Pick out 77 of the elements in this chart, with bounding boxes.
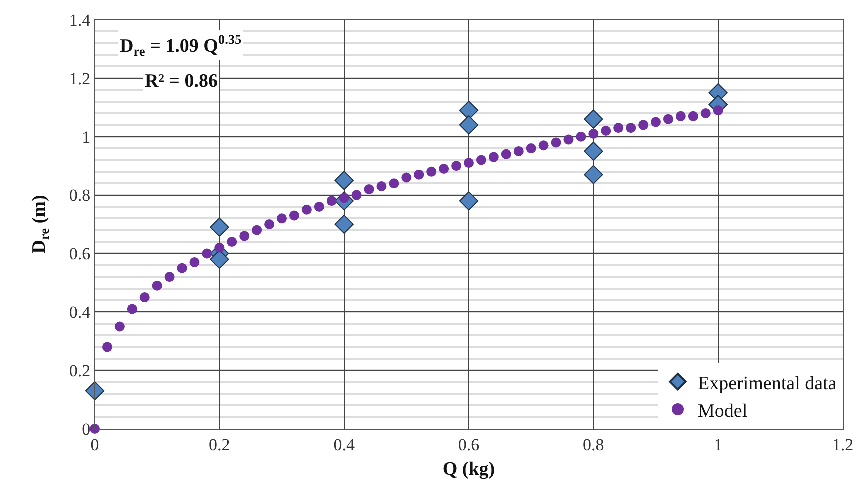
point: [601, 126, 612, 136]
point: [426, 166, 437, 177]
x-tick-label: 0.2: [209, 435, 230, 454]
legend-label: Model: [698, 400, 748, 422]
point: [352, 190, 362, 200]
y-tick-label: 1.4: [69, 10, 92, 30]
point: [576, 132, 586, 142]
point: [459, 192, 479, 211]
point: [402, 172, 412, 183]
point: [713, 106, 724, 116]
point: [626, 123, 636, 134]
point: [526, 144, 536, 154]
point: [584, 142, 604, 162]
point: [514, 146, 524, 156]
x-tick-label: 0.8: [583, 435, 604, 454]
x-tick-label: 0.6: [458, 435, 480, 454]
x-tick-label: 1.2: [832, 435, 854, 454]
point: [551, 138, 562, 148]
point: [326, 196, 337, 206]
y-tick-label: 0.8: [69, 186, 91, 206]
point: [114, 322, 125, 332]
point: [584, 110, 604, 129]
y-tick-label: 1.2: [69, 69, 91, 88]
point: [140, 292, 150, 303]
point: [164, 272, 175, 282]
point: [688, 111, 698, 122]
point: [376, 182, 387, 192]
point: [334, 214, 354, 234]
legend-label: Experimental data: [698, 373, 838, 394]
point: [501, 149, 512, 160]
point: [102, 342, 112, 352]
point: [202, 248, 212, 259]
point: [334, 171, 354, 190]
y-tick-label: 0.2: [69, 362, 91, 381]
point: [389, 178, 400, 189]
point: [85, 381, 105, 401]
point: [240, 231, 250, 242]
x-tick-label: 0.4: [334, 435, 356, 454]
point: [177, 263, 188, 274]
point: [488, 152, 499, 162]
point: [277, 214, 287, 224]
point: [289, 210, 300, 221]
annotation: R² = 0.86: [145, 71, 218, 92]
point: [651, 117, 661, 128]
point: [364, 184, 374, 194]
point: [459, 116, 479, 135]
point: [264, 220, 275, 230]
point: [588, 128, 599, 139]
point: [210, 218, 230, 238]
y-tick-label: 0: [82, 420, 91, 439]
point: [638, 120, 649, 130]
point: [663, 114, 674, 124]
point: [190, 257, 200, 268]
point: [152, 280, 162, 291]
point: [227, 237, 238, 248]
point: [476, 155, 486, 166]
point: [676, 111, 686, 122]
point: [700, 108, 711, 118]
x-axis-title: Q (kg): [442, 459, 496, 480]
x-tick-label: 1: [714, 435, 723, 454]
y-tick-label: 0.4: [69, 303, 92, 322]
y-tick-label: 0.6: [69, 244, 91, 264]
point: [614, 123, 624, 134]
point: [439, 164, 450, 174]
annotation: D$_{re}$ = 1.09 Q$^{0.35}$: [120, 32, 242, 59]
point: [314, 202, 324, 212]
point: [538, 140, 549, 151]
point: [127, 304, 138, 314]
point: [452, 161, 462, 172]
point: [564, 134, 574, 145]
point: [302, 204, 312, 215]
y-tick-label: 1: [82, 128, 91, 147]
point: [584, 165, 604, 184]
point: [414, 170, 424, 180]
point: [464, 158, 474, 168]
point: [252, 225, 262, 236]
point: [214, 242, 225, 253]
